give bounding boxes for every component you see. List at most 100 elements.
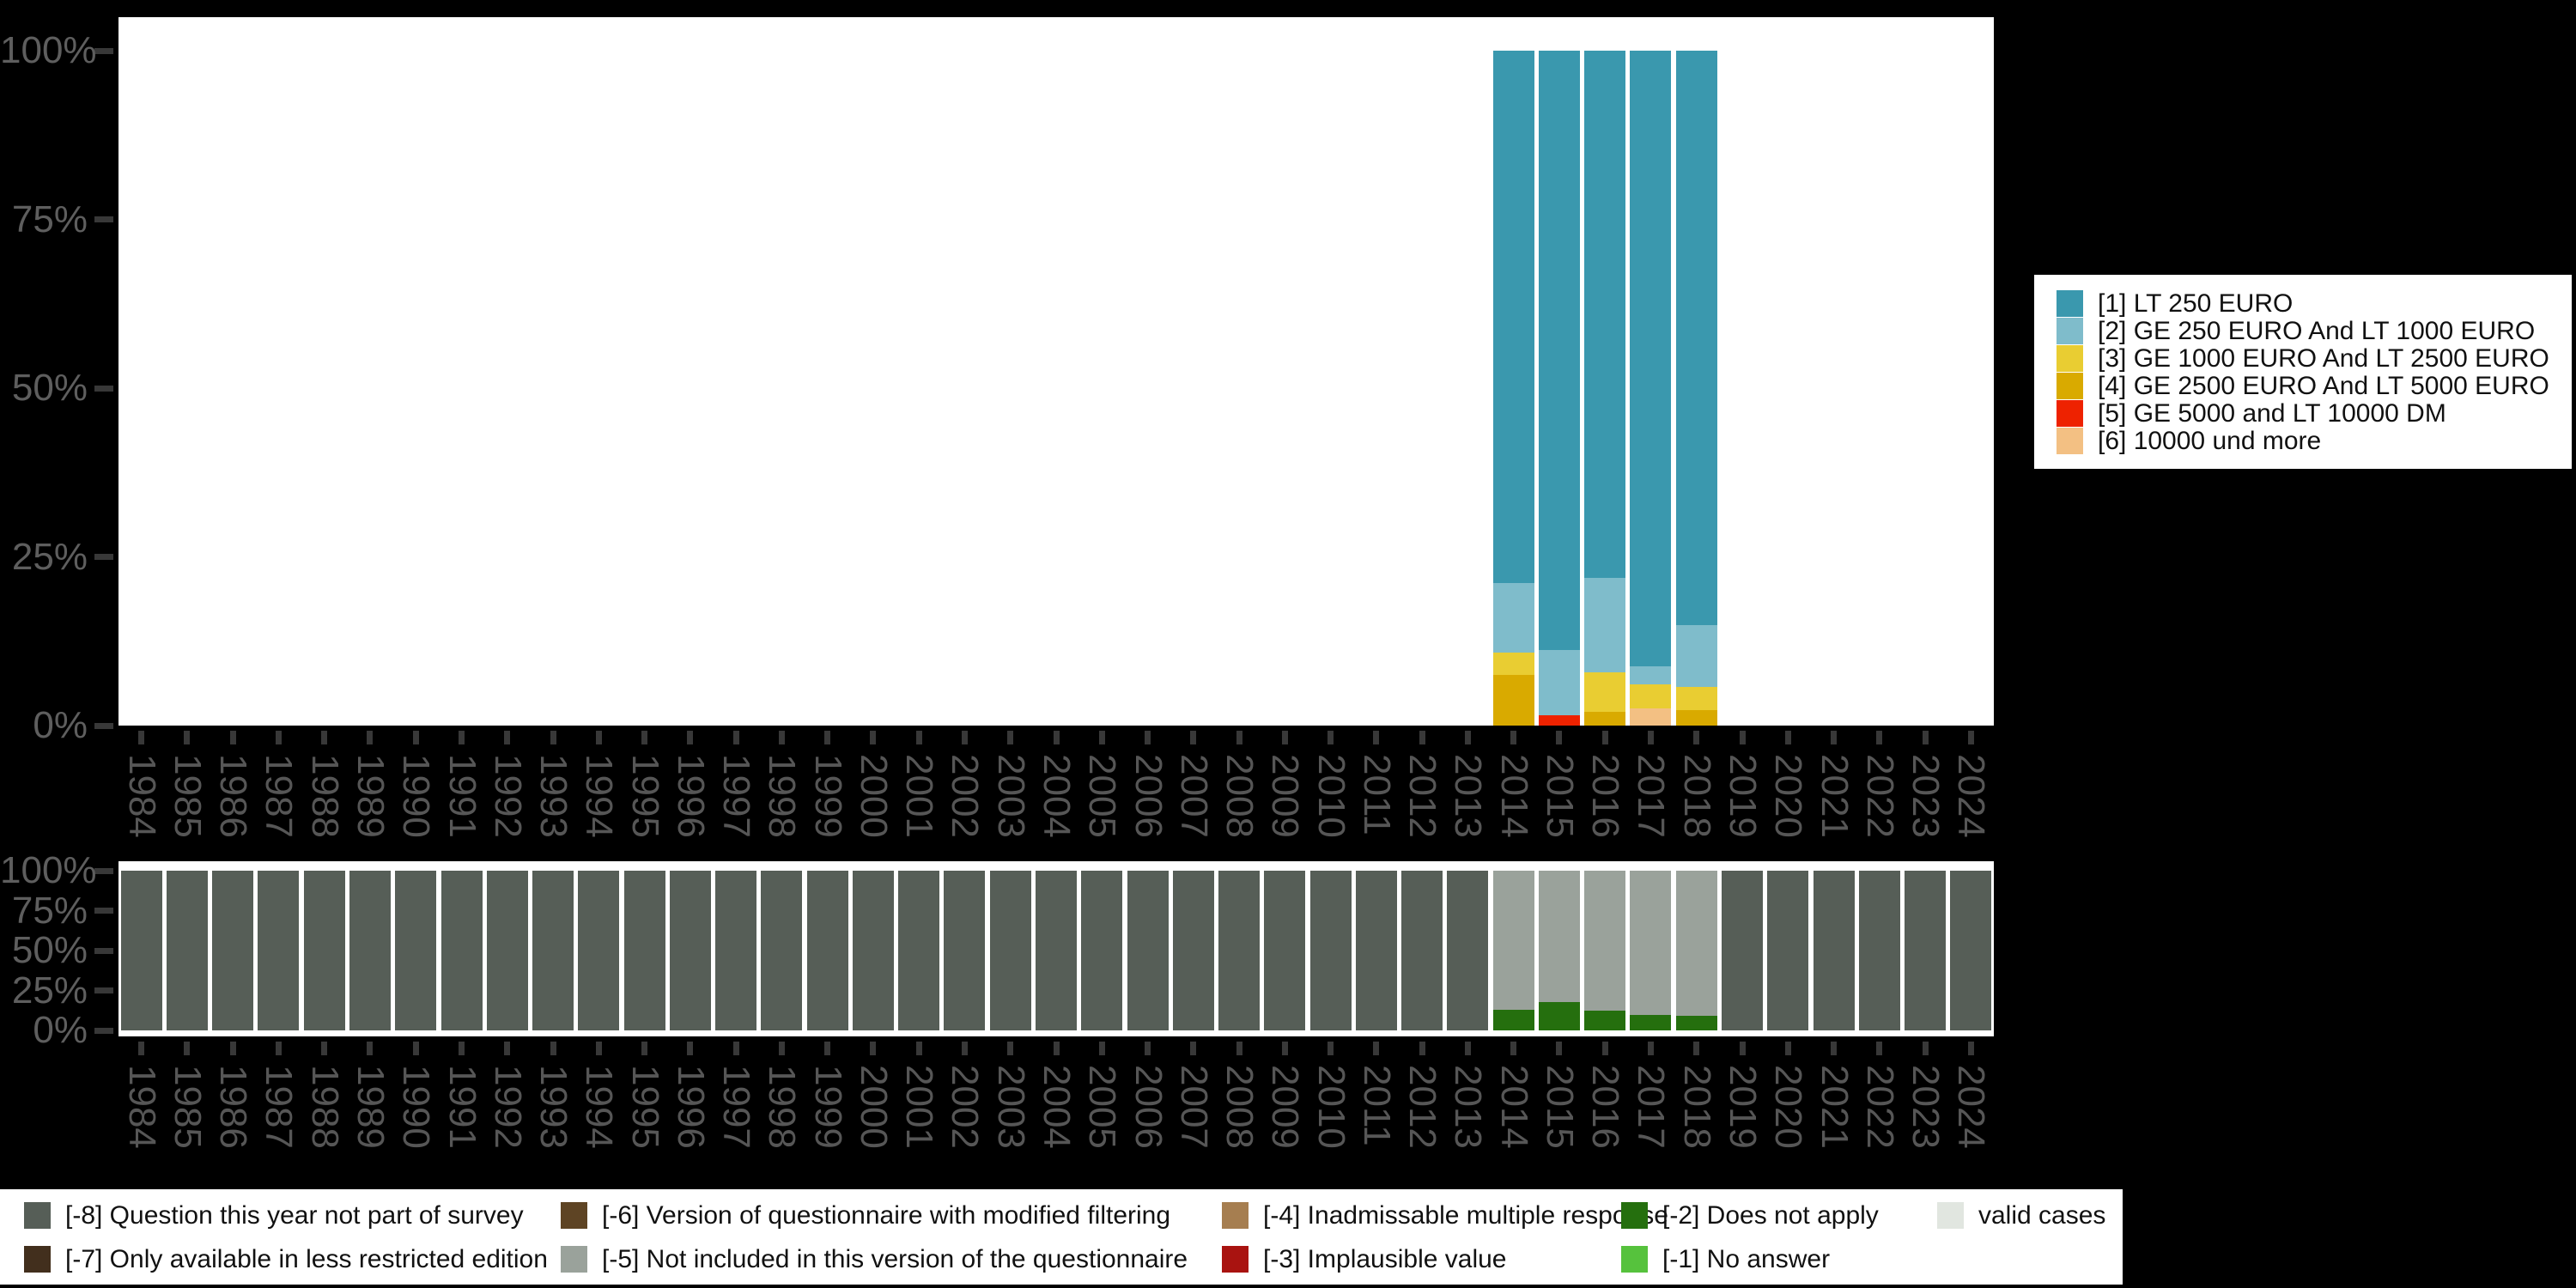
values-y-tick-label: 0% — [33, 704, 88, 746]
legend-label-1: [1] LT 250 EURO — [2098, 289, 2293, 318]
missings-x-tick-1996 — [687, 1042, 693, 1055]
values-y-tick-label: 100% — [0, 29, 97, 71]
missings-legend: [-8] Question this year not part of surv… — [0, 1189, 2123, 1285]
missings-bar-1992-segment--8 — [487, 871, 528, 1030]
missings-x-tick-label-2003: 2003 — [990, 1065, 1032, 1149]
missings-y-tick-50 — [94, 948, 113, 954]
values-y-tick-75 — [94, 216, 113, 222]
missings-x-tick-2004 — [1054, 1042, 1060, 1055]
missings-x-tick-2018 — [1693, 1042, 1699, 1055]
values-y-tick-label: 50% — [11, 367, 88, 409]
missings-bar-2020-segment--8 — [1767, 871, 1808, 1030]
values-x-tick-label-2022: 2022 — [1859, 754, 1901, 838]
values-x-tick-2018 — [1693, 731, 1699, 744]
legend-label-5: [5] GE 5000 and LT 10000 DM — [2098, 398, 2446, 428]
values-bar-2018-segment-4 — [1676, 710, 1717, 726]
missings-x-tick-2007 — [1190, 1042, 1196, 1055]
values-x-tick-label-1996: 1996 — [670, 754, 712, 838]
legend-label--8: [-8] Question this year not part of surv… — [65, 1200, 524, 1230]
values-bar-2014-segment-3 — [1493, 653, 1534, 675]
values-x-tick-label-2024: 2024 — [1950, 754, 1992, 838]
legend-swatch-4 — [2057, 372, 2083, 399]
values-bar-2014-segment-4 — [1493, 675, 1534, 726]
values-x-tick-1995 — [641, 731, 647, 744]
values-bar-2015-segment-2 — [1539, 650, 1580, 715]
missings-x-tick-label-2012: 2012 — [1401, 1065, 1443, 1149]
legend-swatch-valid — [1937, 1201, 1964, 1229]
missings-y-tick-label: 100% — [0, 849, 97, 891]
missings-y-tick-75 — [94, 908, 113, 914]
missings-x-tick-2024 — [1968, 1042, 1974, 1055]
missings-x-tick-1990 — [413, 1042, 419, 1055]
missings-bar-2010-segment--8 — [1310, 871, 1352, 1030]
missings-x-tick-label-1987: 1987 — [258, 1065, 300, 1149]
values-x-tick-label-2009: 2009 — [1264, 754, 1306, 838]
missings-bar-2003-segment--8 — [990, 871, 1031, 1030]
values-x-tick-label-2008: 2008 — [1218, 754, 1261, 838]
legend-label--6: [-6] Version of questionnaire with modif… — [602, 1200, 1171, 1230]
missings-x-tick-1994 — [596, 1042, 602, 1055]
missings-bar-2014-segment--2 — [1493, 1010, 1534, 1030]
values-x-tick-label-2013: 2013 — [1447, 754, 1489, 838]
values-x-tick-1997 — [733, 731, 739, 744]
missings-x-tick-label-2017: 2017 — [1630, 1065, 1672, 1149]
missings-x-tick-2003 — [1007, 1042, 1013, 1055]
legend-item--7: [-7] Only available in less restricted e… — [24, 1245, 561, 1273]
missings-x-tick-2006 — [1145, 1042, 1151, 1055]
missings-bar-1991-segment--8 — [441, 871, 483, 1030]
missings-x-tick-label-2004: 2004 — [1036, 1065, 1078, 1149]
missings-x-tick-2013 — [1465, 1042, 1471, 1055]
missings-x-tick-label-2001: 2001 — [898, 1065, 940, 1149]
values-x-tick-label-2004: 2004 — [1036, 754, 1078, 838]
missings-y-tick-100 — [94, 868, 113, 874]
missings-x-tick-2008 — [1236, 1042, 1242, 1055]
values-x-tick-label-1995: 1995 — [624, 754, 666, 838]
missings-bar-2018-segment--5 — [1676, 871, 1717, 1016]
missings-bar-1986-segment--8 — [212, 871, 253, 1030]
missings-bar-2015-segment--5 — [1539, 871, 1580, 1002]
values-x-tick-1999 — [824, 731, 830, 744]
legend-swatch-3 — [2057, 344, 2083, 372]
values-x-tick-2012 — [1419, 731, 1425, 744]
missings-y-tick-label: 50% — [11, 929, 88, 971]
missings-x-tick-label-1996: 1996 — [670, 1065, 712, 1149]
values-bar-2018-segment-2 — [1676, 625, 1717, 687]
legend-item-2: [2] GE 250 EURO And LT 1000 EURO — [2057, 317, 2572, 344]
legend-item-3: [3] GE 1000 EURO And LT 2500 EURO — [2057, 344, 2572, 372]
legend-label--5: [-5] Not included in this version of the… — [602, 1244, 1188, 1273]
values-x-tick-1987 — [276, 731, 282, 744]
values-x-tick-label-2012: 2012 — [1401, 754, 1443, 838]
missings-bar-1985-segment--8 — [167, 871, 208, 1030]
missings-x-tick-2010 — [1327, 1042, 1334, 1055]
legend-label--3: [-3] Implausible value — [1263, 1244, 1507, 1273]
missings-bar-2017-segment--2 — [1630, 1015, 1671, 1030]
missings-x-tick-2005 — [1099, 1042, 1105, 1055]
legend-swatch-5 — [2057, 399, 2083, 427]
values-x-tick-label-2016: 2016 — [1584, 754, 1626, 838]
values-x-tick-label-1985: 1985 — [167, 754, 209, 838]
values-x-tick-label-2003: 2003 — [990, 754, 1032, 838]
values-x-tick-1986 — [230, 731, 236, 744]
values-x-tick-label-2006: 2006 — [1127, 754, 1170, 838]
missings-bar-1987-segment--8 — [258, 871, 299, 1030]
values-x-tick-2009 — [1282, 731, 1288, 744]
missings-bar-2005-segment--8 — [1081, 871, 1122, 1030]
values-y-tick-0 — [94, 723, 113, 729]
missings-x-tick-1986 — [230, 1042, 236, 1055]
missings-bar-1984-segment--8 — [121, 871, 162, 1030]
values-x-tick-label-1984: 1984 — [121, 754, 163, 838]
values-x-tick-label-2023: 2023 — [1905, 754, 1947, 838]
legend-swatch--2 — [1621, 1201, 1648, 1229]
values-x-tick-label-2015: 2015 — [1539, 754, 1581, 838]
missings-x-tick-label-2015: 2015 — [1539, 1065, 1581, 1149]
missings-x-tick-2019 — [1740, 1042, 1746, 1055]
values-x-tick-2015 — [1556, 731, 1562, 744]
values-x-tick-2021 — [1831, 731, 1837, 744]
missings-bar-2016-segment--2 — [1584, 1011, 1625, 1030]
values-x-tick-label-1990: 1990 — [395, 754, 437, 838]
values-bar-2017-segment-2 — [1630, 666, 1671, 684]
values-x-tick-2019 — [1740, 731, 1746, 744]
values-x-tick-2011 — [1373, 731, 1379, 744]
missings-x-tick-1984 — [138, 1042, 144, 1055]
missings-x-tick-2000 — [870, 1042, 876, 1055]
